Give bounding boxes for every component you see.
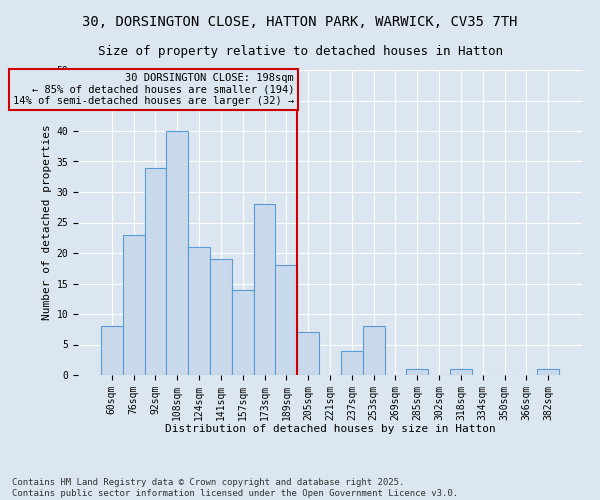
Bar (210, 259, 232, 375)
Bar (123, 234, 145, 375)
Bar (145, 168, 166, 375)
X-axis label: Distribution of detached houses by size in Hatton: Distribution of detached houses by size … (164, 424, 496, 434)
Text: 30, DORSINGTON CLOSE, HATTON PARK, WARWICK, CV35 7TH: 30, DORSINGTON CLOSE, HATTON PARK, WARWI… (82, 15, 518, 29)
Bar (297, 332, 319, 375)
Bar (406, 369, 428, 375)
Y-axis label: Number of detached properties: Number of detached properties (43, 124, 52, 320)
Bar (275, 265, 297, 375)
Bar (341, 350, 363, 375)
Bar (450, 369, 472, 375)
Bar (254, 204, 275, 375)
Text: 30 DORSINGTON CLOSE: 198sqm
← 85% of detached houses are smaller (194)
14% of se: 30 DORSINGTON CLOSE: 198sqm ← 85% of det… (13, 73, 294, 106)
Bar (537, 369, 559, 375)
Bar (101, 326, 123, 375)
Text: Size of property relative to detached houses in Hatton: Size of property relative to detached ho… (97, 45, 503, 58)
Bar (363, 326, 385, 375)
Text: Contains HM Land Registry data © Crown copyright and database right 2025.
Contai: Contains HM Land Registry data © Crown c… (12, 478, 458, 498)
Bar (166, 131, 188, 375)
Bar (188, 247, 210, 375)
Bar (232, 290, 254, 375)
